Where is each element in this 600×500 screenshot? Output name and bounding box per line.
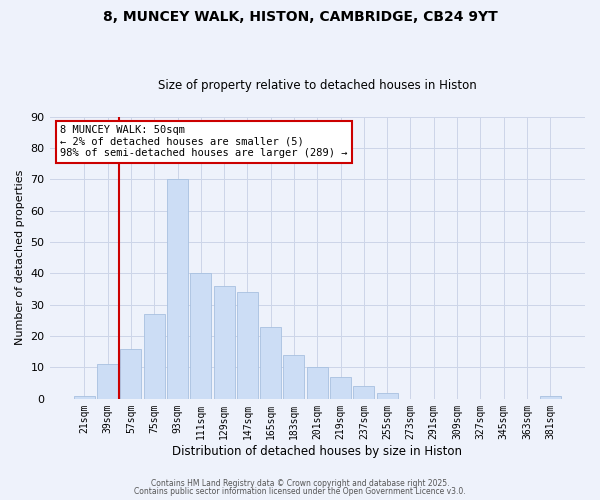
Bar (307, 368, 328, 399)
Bar (237, 292, 258, 399)
Bar (539, 396, 560, 399)
Y-axis label: Number of detached properties: Number of detached properties (15, 170, 25, 346)
Bar (330, 377, 351, 399)
Bar (144, 314, 165, 399)
Title: Size of property relative to detached houses in Histon: Size of property relative to detached ho… (158, 79, 476, 92)
Text: Contains HM Land Registry data © Crown copyright and database right 2025.: Contains HM Land Registry data © Crown c… (151, 478, 449, 488)
Bar (121, 348, 142, 399)
Bar (283, 355, 304, 399)
X-axis label: Distribution of detached houses by size in Histon: Distribution of detached houses by size … (172, 444, 462, 458)
Bar (190, 274, 211, 399)
Bar (74, 396, 95, 399)
Bar (353, 386, 374, 399)
Bar (260, 327, 281, 399)
Bar (97, 364, 118, 399)
Text: Contains public sector information licensed under the Open Government Licence v3: Contains public sector information licen… (134, 487, 466, 496)
Bar (167, 180, 188, 399)
Bar (377, 392, 398, 399)
Bar (214, 286, 235, 399)
Text: 8 MUNCEY WALK: 50sqm
← 2% of detached houses are smaller (5)
98% of semi-detache: 8 MUNCEY WALK: 50sqm ← 2% of detached ho… (60, 125, 348, 158)
Text: 8, MUNCEY WALK, HISTON, CAMBRIDGE, CB24 9YT: 8, MUNCEY WALK, HISTON, CAMBRIDGE, CB24 … (103, 10, 497, 24)
